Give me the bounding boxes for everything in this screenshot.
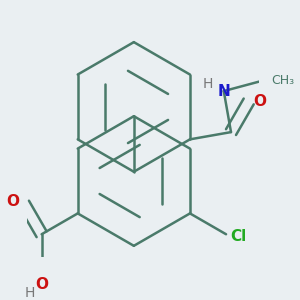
Text: O: O (6, 194, 19, 209)
Text: CH₃: CH₃ (271, 74, 294, 87)
Text: H: H (25, 286, 35, 300)
Text: H: H (202, 77, 213, 91)
Text: N: N (218, 84, 230, 99)
Text: Cl: Cl (231, 229, 247, 244)
Text: O: O (253, 94, 266, 109)
Text: O: O (35, 277, 48, 292)
